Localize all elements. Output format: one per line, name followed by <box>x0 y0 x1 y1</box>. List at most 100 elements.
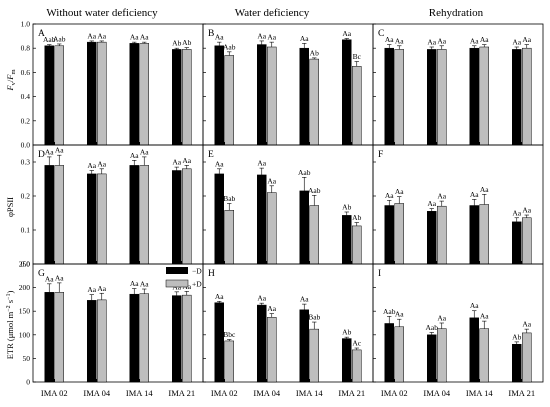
bar-plusD-ima14 <box>139 43 149 146</box>
significance-label: Aa <box>267 33 276 42</box>
significance-label: Aa <box>470 36 479 45</box>
y-tick-label: 0.0 <box>21 141 31 150</box>
significance-label: Aa <box>257 159 266 168</box>
y-tick-label: 150 <box>19 307 31 316</box>
significance-label: Aa <box>45 274 54 283</box>
panel-letter: E <box>208 150 214 160</box>
bar-plusD-ima02 <box>224 210 234 265</box>
bar-plusD-ima02 <box>394 326 404 383</box>
bar-minusD-ima14 <box>469 47 479 146</box>
bar-minusD-ima04 <box>257 44 267 146</box>
bar-plusD-ima14 <box>309 205 319 265</box>
bar-plusD-ima21 <box>182 168 192 265</box>
bar-plusD-ima14 <box>479 46 489 146</box>
legend-swatch-plusD <box>165 279 189 288</box>
bar-minusD-ima14 <box>469 205 479 265</box>
ylabel-row-2: φPSII <box>5 197 15 217</box>
significance-label: Aa <box>215 33 224 42</box>
bar-plusD-ima04 <box>267 317 277 383</box>
significance-label: Aa <box>427 199 436 208</box>
column-title-2: Water deficiency <box>235 7 310 19</box>
significance-label: Aa <box>87 285 96 294</box>
significance-label: Aa <box>45 147 54 156</box>
panel-letter: D <box>38 150 45 160</box>
bar-plusD-ima04 <box>437 205 447 265</box>
significance-label: Aa <box>395 310 404 319</box>
significance-label: Aa <box>395 187 404 196</box>
bar-plusD-ima02 <box>394 203 404 265</box>
bar-minusD-ima02 <box>214 302 224 383</box>
y-tick-label: 100 <box>19 330 31 339</box>
y-tick-label: 250 <box>19 260 31 269</box>
bar-plusD-ima14 <box>309 58 319 146</box>
bar-plusD-ima14 <box>479 328 489 383</box>
bar-minusD-ima02 <box>44 165 54 265</box>
bar-plusD-ima04 <box>267 192 277 265</box>
bar-minusD-ima04 <box>427 211 437 265</box>
significance-label: Aab <box>53 34 66 43</box>
significance-label: Aa <box>55 273 64 282</box>
significance-label: Ab <box>342 202 351 211</box>
bar-minusD-ima02 <box>384 205 394 265</box>
panel-letter: G <box>38 269 45 279</box>
bar-minusD-ima04 <box>257 304 267 383</box>
significance-label: Aa <box>512 208 521 217</box>
panel-c: CAa Aa Aa Aa Aa Aa Aa Aa <box>372 23 544 146</box>
bar-minusD-ima21 <box>172 295 182 383</box>
significance-label: Ac <box>352 339 361 348</box>
significance-label: Aa <box>385 191 394 200</box>
y-tick-label: 0.2 <box>21 116 31 125</box>
bar-minusD-ima14 <box>299 190 309 265</box>
bar-plusD-ima21 <box>522 47 532 146</box>
y-tick-label: 0.6 <box>21 68 31 77</box>
significance-label: Aab <box>426 323 439 332</box>
significance-label: Ab <box>310 48 319 57</box>
significance-label: Aa <box>300 34 309 43</box>
panel-letter: H <box>208 269 215 279</box>
bar-plusD-ima21 <box>352 225 362 265</box>
significance-label: Aa <box>140 147 149 156</box>
column-title-3: Rehydration <box>429 7 484 19</box>
significance-label: Aa <box>300 295 309 304</box>
y-tick-label: 0.1 <box>21 226 31 235</box>
legend-swatch-minusD <box>166 267 188 274</box>
significance-label: Aa <box>480 35 489 44</box>
panel-letter: C <box>378 29 384 39</box>
y-tick-label: 0.2 <box>21 192 31 201</box>
significance-label: Aa <box>130 151 139 160</box>
bar-minusD-ima14 <box>299 47 309 146</box>
significance-label: Aa <box>437 192 446 201</box>
significance-label: Aa <box>470 301 479 310</box>
significance-label: Aa <box>267 176 276 185</box>
significance-label: Aa <box>470 190 479 199</box>
x-category-label: IMA 04 <box>253 388 280 398</box>
significance-label: Aa <box>522 206 531 215</box>
bar-plusD-ima04 <box>267 46 277 146</box>
bar-plusD-ima14 <box>139 165 149 265</box>
bar-minusD-ima21 <box>512 221 522 265</box>
significance-label: Aa <box>130 279 139 288</box>
bar-plusD-ima04 <box>97 299 107 383</box>
significance-label: Aa <box>437 36 446 45</box>
x-category-label: IMA 02 <box>381 388 408 398</box>
bar-minusD-ima04 <box>427 334 437 383</box>
x-category-label: IMA 02 <box>211 388 238 398</box>
significance-label: Bbc <box>223 330 236 339</box>
bar-plusD-ima21 <box>522 332 532 383</box>
y-tick-label: 0.8 <box>21 44 31 53</box>
significance-label: Aa <box>172 158 181 167</box>
bar-minusD-ima02 <box>214 173 224 265</box>
significance-label: Aa <box>140 280 149 289</box>
significance-label: Aa <box>512 37 521 46</box>
bar-minusD-ima04 <box>87 173 97 265</box>
bar-minusD-ima14 <box>469 317 479 383</box>
significance-label: Ab <box>342 328 351 337</box>
x-category-label: IMA 14 <box>296 388 323 398</box>
y-tick-label: 0 <box>26 378 30 387</box>
y-tick-label: 1.0 <box>21 20 31 29</box>
bar-plusD-ima14 <box>139 293 149 383</box>
